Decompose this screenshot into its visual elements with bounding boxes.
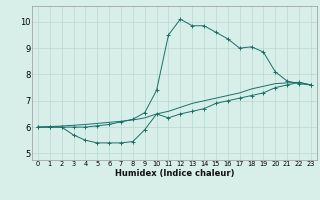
X-axis label: Humidex (Indice chaleur): Humidex (Indice chaleur) — [115, 169, 234, 178]
